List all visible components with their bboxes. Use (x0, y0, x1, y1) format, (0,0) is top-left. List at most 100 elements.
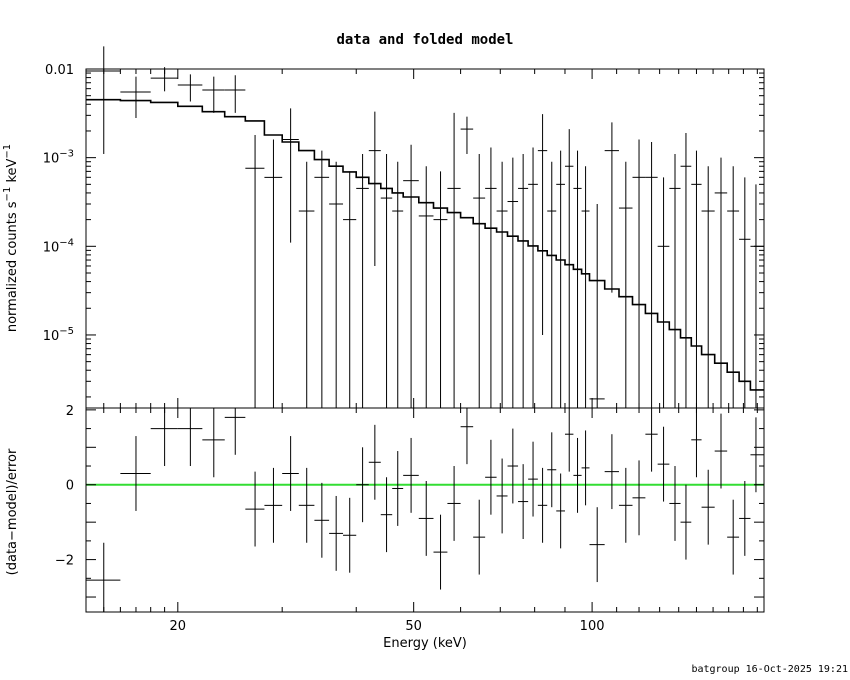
chart-title: data and folded model (336, 32, 513, 48)
data-point (314, 150, 330, 408)
data-point (547, 161, 557, 408)
data-point (343, 171, 357, 408)
residual-point (604, 434, 619, 510)
residual-point (496, 458, 508, 534)
residual-point (556, 473, 565, 549)
residual-point (573, 437, 582, 513)
residual-point (701, 469, 715, 545)
y-tick-label: 10−4 (43, 237, 74, 255)
residual-point (418, 480, 434, 556)
residual-point (314, 482, 330, 558)
residual-point (392, 451, 404, 526)
residual-point (727, 499, 740, 575)
top-y-tick-labels: 0.01 10−3 10−4 10−5 (43, 63, 74, 344)
x-axis-label: Energy (keV) (383, 636, 467, 651)
data-point (691, 150, 702, 408)
data-point (356, 153, 369, 408)
bottom-axis-ticks (86, 408, 764, 612)
residual-point (528, 441, 538, 517)
residual-point (177, 408, 203, 467)
residual-point (298, 467, 315, 543)
residual-point (202, 408, 225, 478)
data-point (680, 132, 692, 408)
residual-point (750, 417, 764, 493)
data-point (368, 111, 381, 266)
data-point (518, 153, 529, 408)
data-point (604, 122, 619, 293)
y-tick-label: 0 (66, 479, 74, 494)
residual-point (473, 499, 486, 575)
residual-point (460, 408, 474, 465)
residual-point (447, 466, 461, 541)
residual-point (618, 467, 633, 543)
data-point (86, 46, 121, 154)
residual-point (433, 514, 448, 590)
top-frame (85, 68, 765, 409)
data-point (618, 161, 633, 408)
data-point (739, 177, 751, 408)
data-point (298, 161, 315, 408)
x-tick-labels: 20 50 100 (170, 619, 605, 634)
data-point (120, 76, 151, 119)
y-tick-label: 2 (66, 404, 74, 419)
residual-point (589, 507, 605, 583)
data-point (589, 204, 605, 408)
data-point (329, 161, 344, 408)
residual-point (150, 408, 178, 467)
data-point (496, 161, 508, 408)
residual-point (739, 480, 751, 556)
data-point (380, 153, 393, 408)
data-point (714, 157, 728, 408)
data-point (645, 142, 658, 408)
data-point (392, 161, 404, 408)
data-point (537, 114, 548, 335)
data-point (418, 166, 434, 408)
residual-point (657, 426, 670, 502)
residual-point (645, 408, 658, 472)
x-tick-label: 100 (580, 619, 605, 634)
bottom-plot-area (86, 408, 764, 612)
residual-point (343, 497, 357, 573)
residual-point (86, 542, 121, 612)
top-panel: 0.01 10−3 10−4 10−5 normalized counts s−1 k… (2, 46, 765, 409)
residual-point (507, 428, 519, 504)
data-point (433, 171, 448, 408)
residual-point (714, 413, 728, 489)
data-point (657, 177, 670, 408)
data-point (403, 144, 419, 408)
data-point (177, 74, 203, 102)
residual-point (518, 464, 529, 540)
data-point (581, 166, 590, 408)
residual-point (537, 467, 548, 543)
data-point (473, 153, 486, 408)
residual-point (485, 439, 497, 515)
data-point (447, 112, 461, 408)
data-point (528, 147, 538, 408)
residual-point (356, 447, 369, 523)
data-point (507, 157, 519, 408)
model-step-line (86, 98, 764, 391)
y-tick-label: 10−5 (43, 326, 74, 344)
bottom-panel: 20−2 20 50 100 (data−model)/error (5, 404, 765, 634)
data-point (573, 150, 582, 408)
residual-point (120, 436, 151, 511)
footer-timestamp: batgroup 16-Oct-2025 19:21 (691, 664, 848, 675)
residual-point (264, 467, 283, 543)
residual-point (581, 430, 590, 506)
residual-point (632, 460, 646, 536)
bottom-y-tick-labels: 2 0 −2 (55, 404, 74, 569)
y-tick-label: 0.01 (45, 63, 74, 78)
data-point (727, 166, 740, 408)
data-point (669, 153, 681, 408)
y-tick-label: 10−3 (43, 149, 74, 167)
residual-point (403, 437, 419, 513)
residual-point (245, 471, 265, 547)
residual-point (224, 408, 246, 455)
x-tick-label: 50 (405, 619, 422, 634)
data-point (556, 150, 565, 408)
residual-point (680, 484, 692, 560)
residual-point (547, 432, 557, 508)
residual-point (329, 495, 344, 571)
data-point (245, 135, 265, 408)
